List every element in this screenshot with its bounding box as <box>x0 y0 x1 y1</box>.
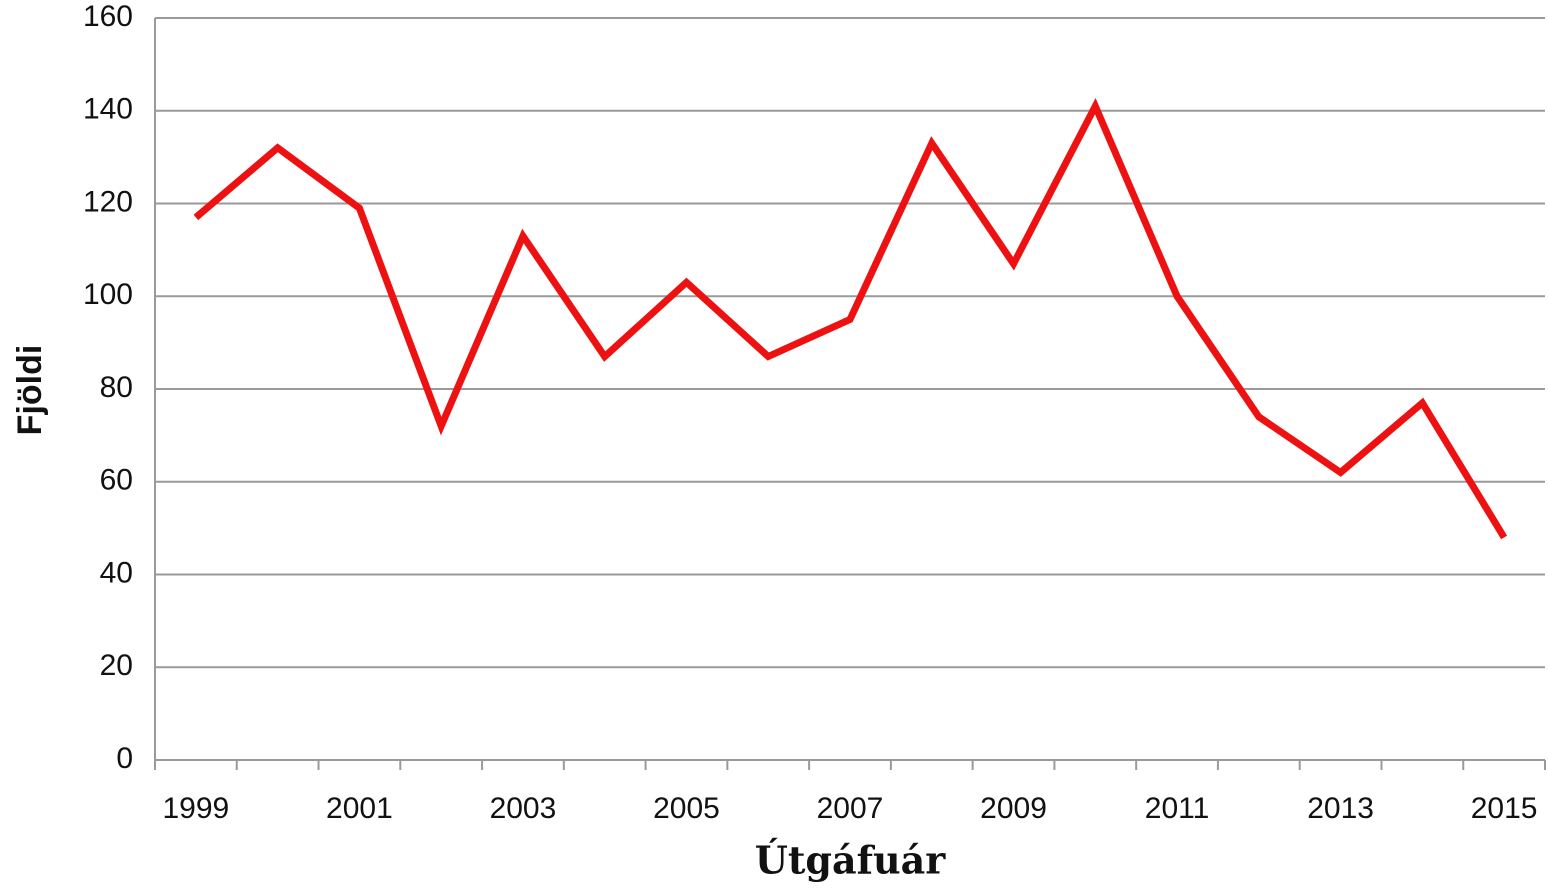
x-tick-label: 2011 <box>1145 792 1210 825</box>
y-tick-label: 140 <box>83 93 133 126</box>
y-tick-label: 20 <box>100 649 133 682</box>
x-tick-label: 2001 <box>326 792 393 825</box>
x-tick-label: 1999 <box>163 792 230 825</box>
line <box>193 97 1508 540</box>
y-tick-label: 80 <box>100 371 133 404</box>
x-tick-label: 2003 <box>490 792 557 825</box>
x-tick-label: 2013 <box>1307 792 1374 825</box>
y-tick-label: 40 <box>100 556 133 589</box>
x-tick-label: 2005 <box>653 792 720 825</box>
x-axis-title: Útgáfuár <box>755 838 946 883</box>
y-tick-label: 160 <box>83 0 133 33</box>
y-tick-label: 60 <box>100 464 133 497</box>
y-tick-label: 100 <box>83 278 133 311</box>
x-tick-label: 2007 <box>817 792 884 825</box>
x-tick-label: 2009 <box>980 792 1047 825</box>
y-tick-label: 120 <box>83 185 133 218</box>
y-tick-label: 0 <box>116 742 133 775</box>
y-axis-title: Fjöldi <box>11 345 49 436</box>
x-tick-label: 2015 <box>1471 792 1538 825</box>
